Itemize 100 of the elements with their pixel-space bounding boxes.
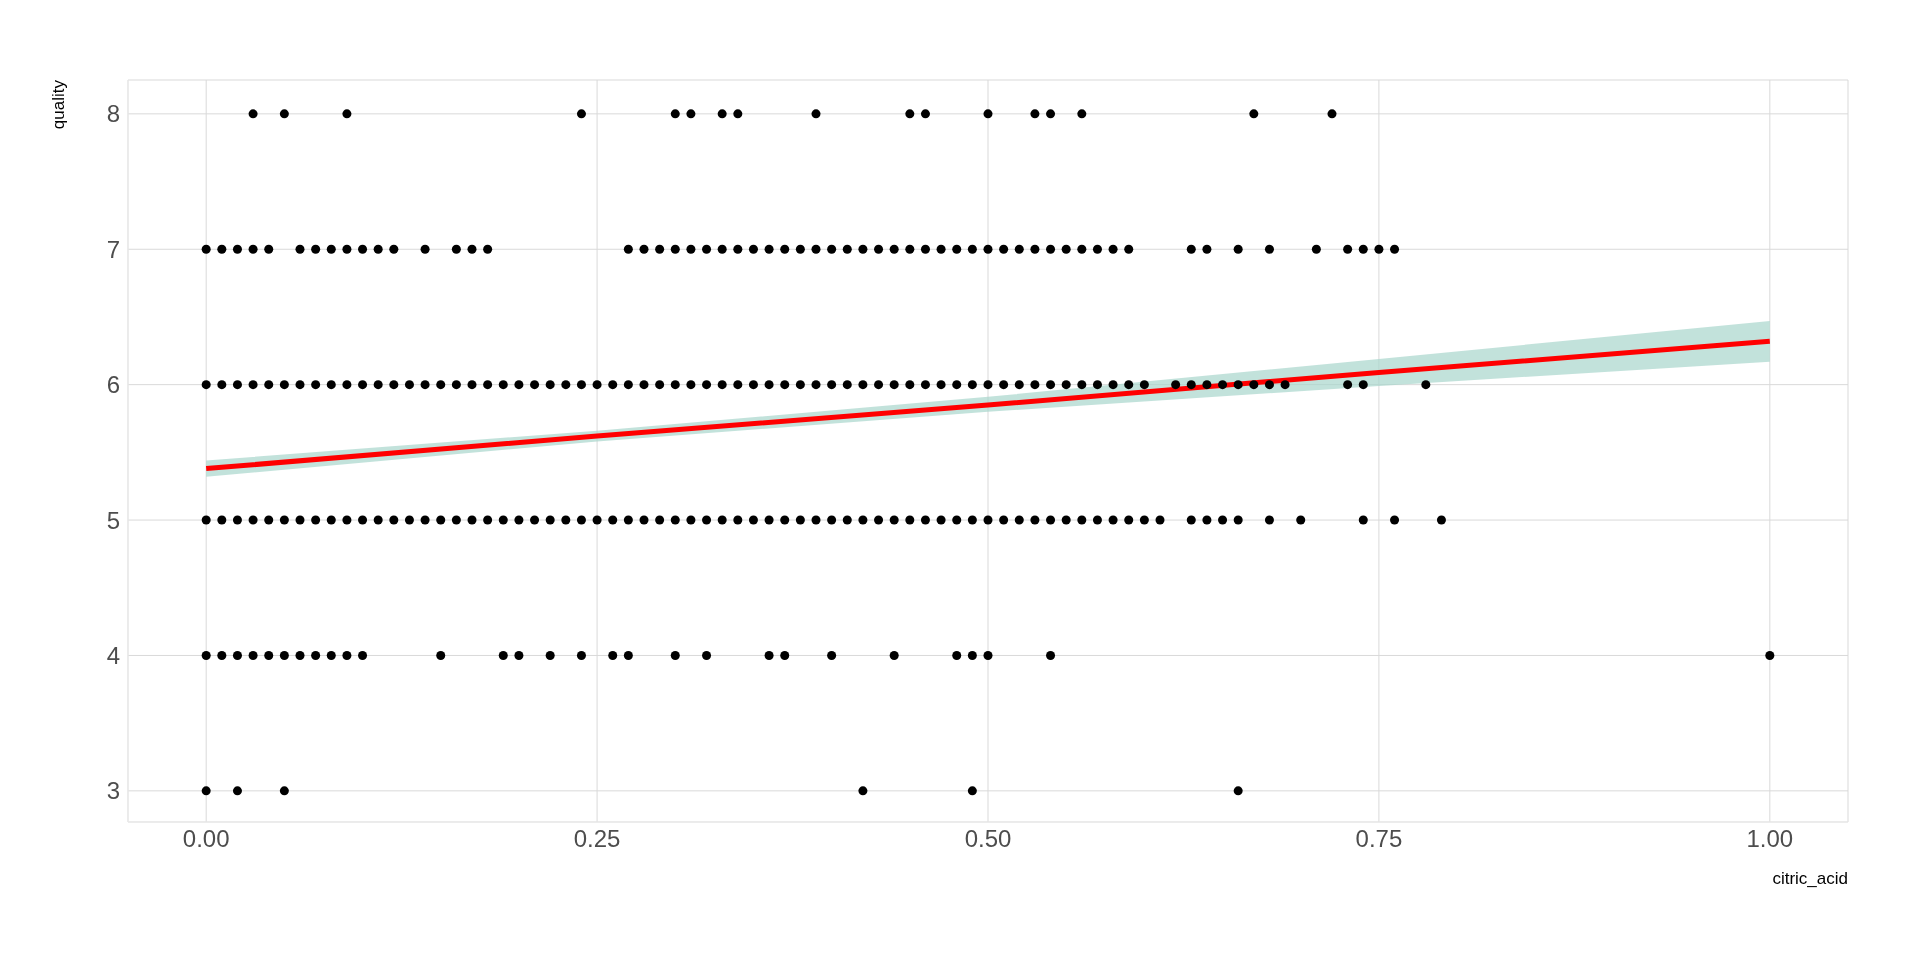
point: [1092, 244, 1102, 254]
point: [842, 244, 852, 254]
point: [967, 244, 977, 254]
point: [311, 244, 321, 254]
point: [702, 650, 712, 660]
point: [780, 244, 790, 254]
point: [764, 650, 774, 660]
point: [967, 786, 977, 796]
point: [1030, 109, 1040, 119]
point: [686, 109, 696, 119]
point: [326, 244, 336, 254]
point: [874, 244, 884, 254]
point: [217, 244, 227, 254]
point: [436, 650, 446, 660]
point: [451, 244, 461, 254]
point: [201, 786, 211, 796]
point: [952, 650, 962, 660]
point: [358, 244, 368, 254]
point: [655, 244, 665, 254]
point: [983, 244, 993, 254]
point: [201, 244, 211, 254]
point: [983, 109, 993, 119]
point: [1264, 244, 1274, 254]
point: [1311, 244, 1321, 254]
point: [733, 244, 743, 254]
y-tick-label: 6: [106, 371, 120, 399]
point: [999, 244, 1009, 254]
point: [1186, 244, 1196, 254]
point: [498, 650, 508, 660]
x-axis-title: citric_acid: [1772, 869, 1848, 888]
point: [858, 786, 868, 796]
point: [279, 786, 289, 796]
point: [686, 244, 696, 254]
point: [764, 244, 774, 254]
point: [1046, 650, 1056, 660]
point: [373, 244, 383, 254]
point: [295, 650, 305, 660]
point: [905, 109, 915, 119]
point: [1030, 244, 1040, 254]
y-tick-label: 4: [106, 641, 120, 669]
point: [920, 244, 930, 254]
point: [295, 244, 305, 254]
point: [1046, 109, 1056, 119]
point: [811, 109, 821, 119]
point: [1233, 786, 1243, 796]
point: [232, 650, 242, 660]
point: [811, 244, 821, 254]
point: [1327, 109, 1337, 119]
point: [217, 650, 227, 660]
point: [326, 650, 336, 660]
point: [264, 244, 274, 254]
point: [780, 650, 790, 660]
point: [733, 109, 743, 119]
x-tick-label: 1.00: [1746, 825, 1794, 853]
point: [389, 244, 399, 254]
y-tick-label: 5: [106, 506, 120, 534]
point: [248, 650, 258, 660]
point: [717, 109, 727, 119]
point: [952, 244, 962, 254]
point: [279, 109, 289, 119]
point: [545, 650, 555, 660]
point: [967, 650, 977, 660]
point: [889, 244, 899, 254]
point: [748, 244, 758, 254]
point: [279, 650, 289, 660]
point: [795, 244, 805, 254]
x-tick-label: 0.00: [182, 825, 230, 853]
point: [342, 109, 352, 119]
point: [827, 650, 837, 660]
point: [827, 244, 837, 254]
point: [576, 109, 586, 119]
point: [248, 109, 258, 119]
point: [1765, 650, 1775, 660]
point: [889, 650, 899, 660]
point: [358, 650, 368, 660]
point: [858, 244, 868, 254]
point: [232, 786, 242, 796]
point: [342, 650, 352, 660]
point: [1233, 244, 1243, 254]
point: [201, 650, 211, 660]
point: [1124, 244, 1134, 254]
point: [670, 650, 680, 660]
point: [483, 244, 493, 254]
x-tick-label: 0.50: [964, 825, 1012, 853]
point: [623, 650, 633, 660]
point: [1374, 244, 1384, 254]
point: [232, 244, 242, 254]
point: [264, 650, 274, 660]
y-tick-label: 3: [106, 777, 120, 805]
point: [576, 650, 586, 660]
point: [623, 244, 633, 254]
point: [248, 244, 258, 254]
point: [1358, 244, 1368, 254]
point: [467, 244, 477, 254]
point: [1077, 109, 1087, 119]
point: [936, 244, 946, 254]
point: [311, 650, 321, 660]
point: [702, 244, 712, 254]
point: [1343, 244, 1353, 254]
point: [905, 244, 915, 254]
